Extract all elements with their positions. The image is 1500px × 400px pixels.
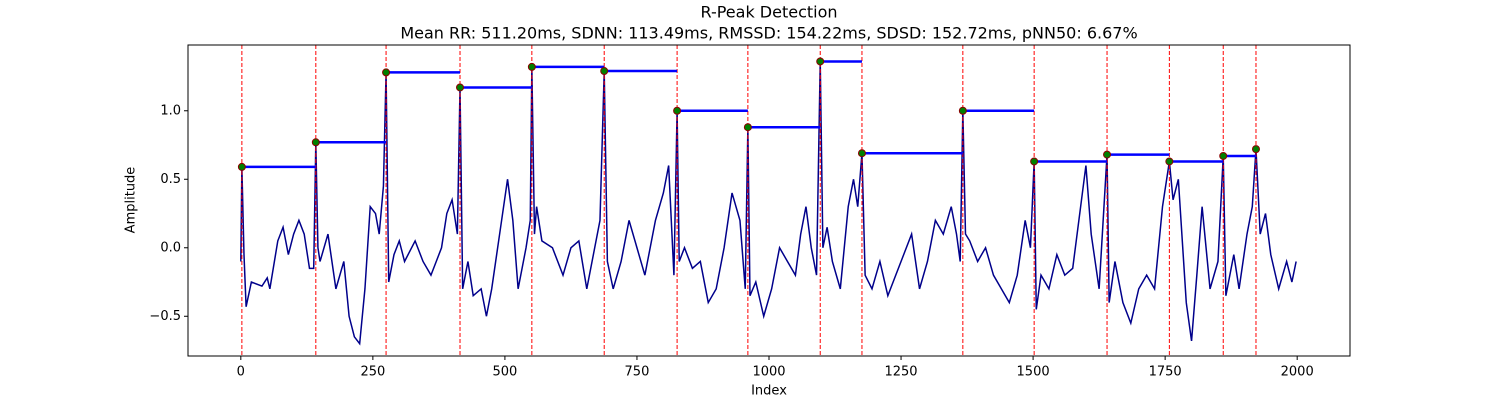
peak-point xyxy=(857,149,866,158)
x-tick-label: 750 xyxy=(625,365,650,380)
peak-point xyxy=(1103,150,1112,159)
y-axis-label: Amplitude xyxy=(124,167,139,234)
peak-point xyxy=(1030,157,1039,166)
peak-point xyxy=(816,57,825,66)
peak-point xyxy=(600,67,609,76)
x-axis-label: Index xyxy=(751,384,787,399)
x-tick-label: 1250 xyxy=(884,365,917,380)
x-tick-label: 0 xyxy=(237,365,245,380)
peak-point xyxy=(1251,145,1260,154)
peak-point xyxy=(673,106,682,115)
peak-point xyxy=(1165,157,1174,166)
x-tick-label: 1000 xyxy=(752,365,785,380)
chart-title: R-Peak Detection xyxy=(700,3,837,22)
y-tick-label: 0.0 xyxy=(160,240,181,255)
peak-point xyxy=(743,123,752,132)
y-tick-label: 0.5 xyxy=(160,172,181,187)
x-tick-label: 500 xyxy=(492,365,517,380)
peak-point xyxy=(958,106,967,115)
peak-point xyxy=(527,62,536,71)
y-tick-label: 1.0 xyxy=(160,103,181,118)
x-tick-label: 2000 xyxy=(1281,365,1314,380)
peak-point xyxy=(456,83,465,92)
peak-point xyxy=(382,68,391,77)
peak-point xyxy=(311,138,320,147)
signal-line xyxy=(240,61,1297,346)
peak-point xyxy=(1219,151,1228,160)
chart-subtitle: Mean RR: 511.20ms, SDNN: 113.49ms, RMSSD… xyxy=(400,24,1137,43)
x-tick-label: 1500 xyxy=(1017,365,1050,380)
x-tick-label: 250 xyxy=(360,365,385,380)
peak-point xyxy=(237,162,246,171)
y-tick-label: −0.5 xyxy=(149,309,181,324)
plot-frame xyxy=(187,44,1351,357)
x-tick-label: 1750 xyxy=(1149,365,1182,380)
